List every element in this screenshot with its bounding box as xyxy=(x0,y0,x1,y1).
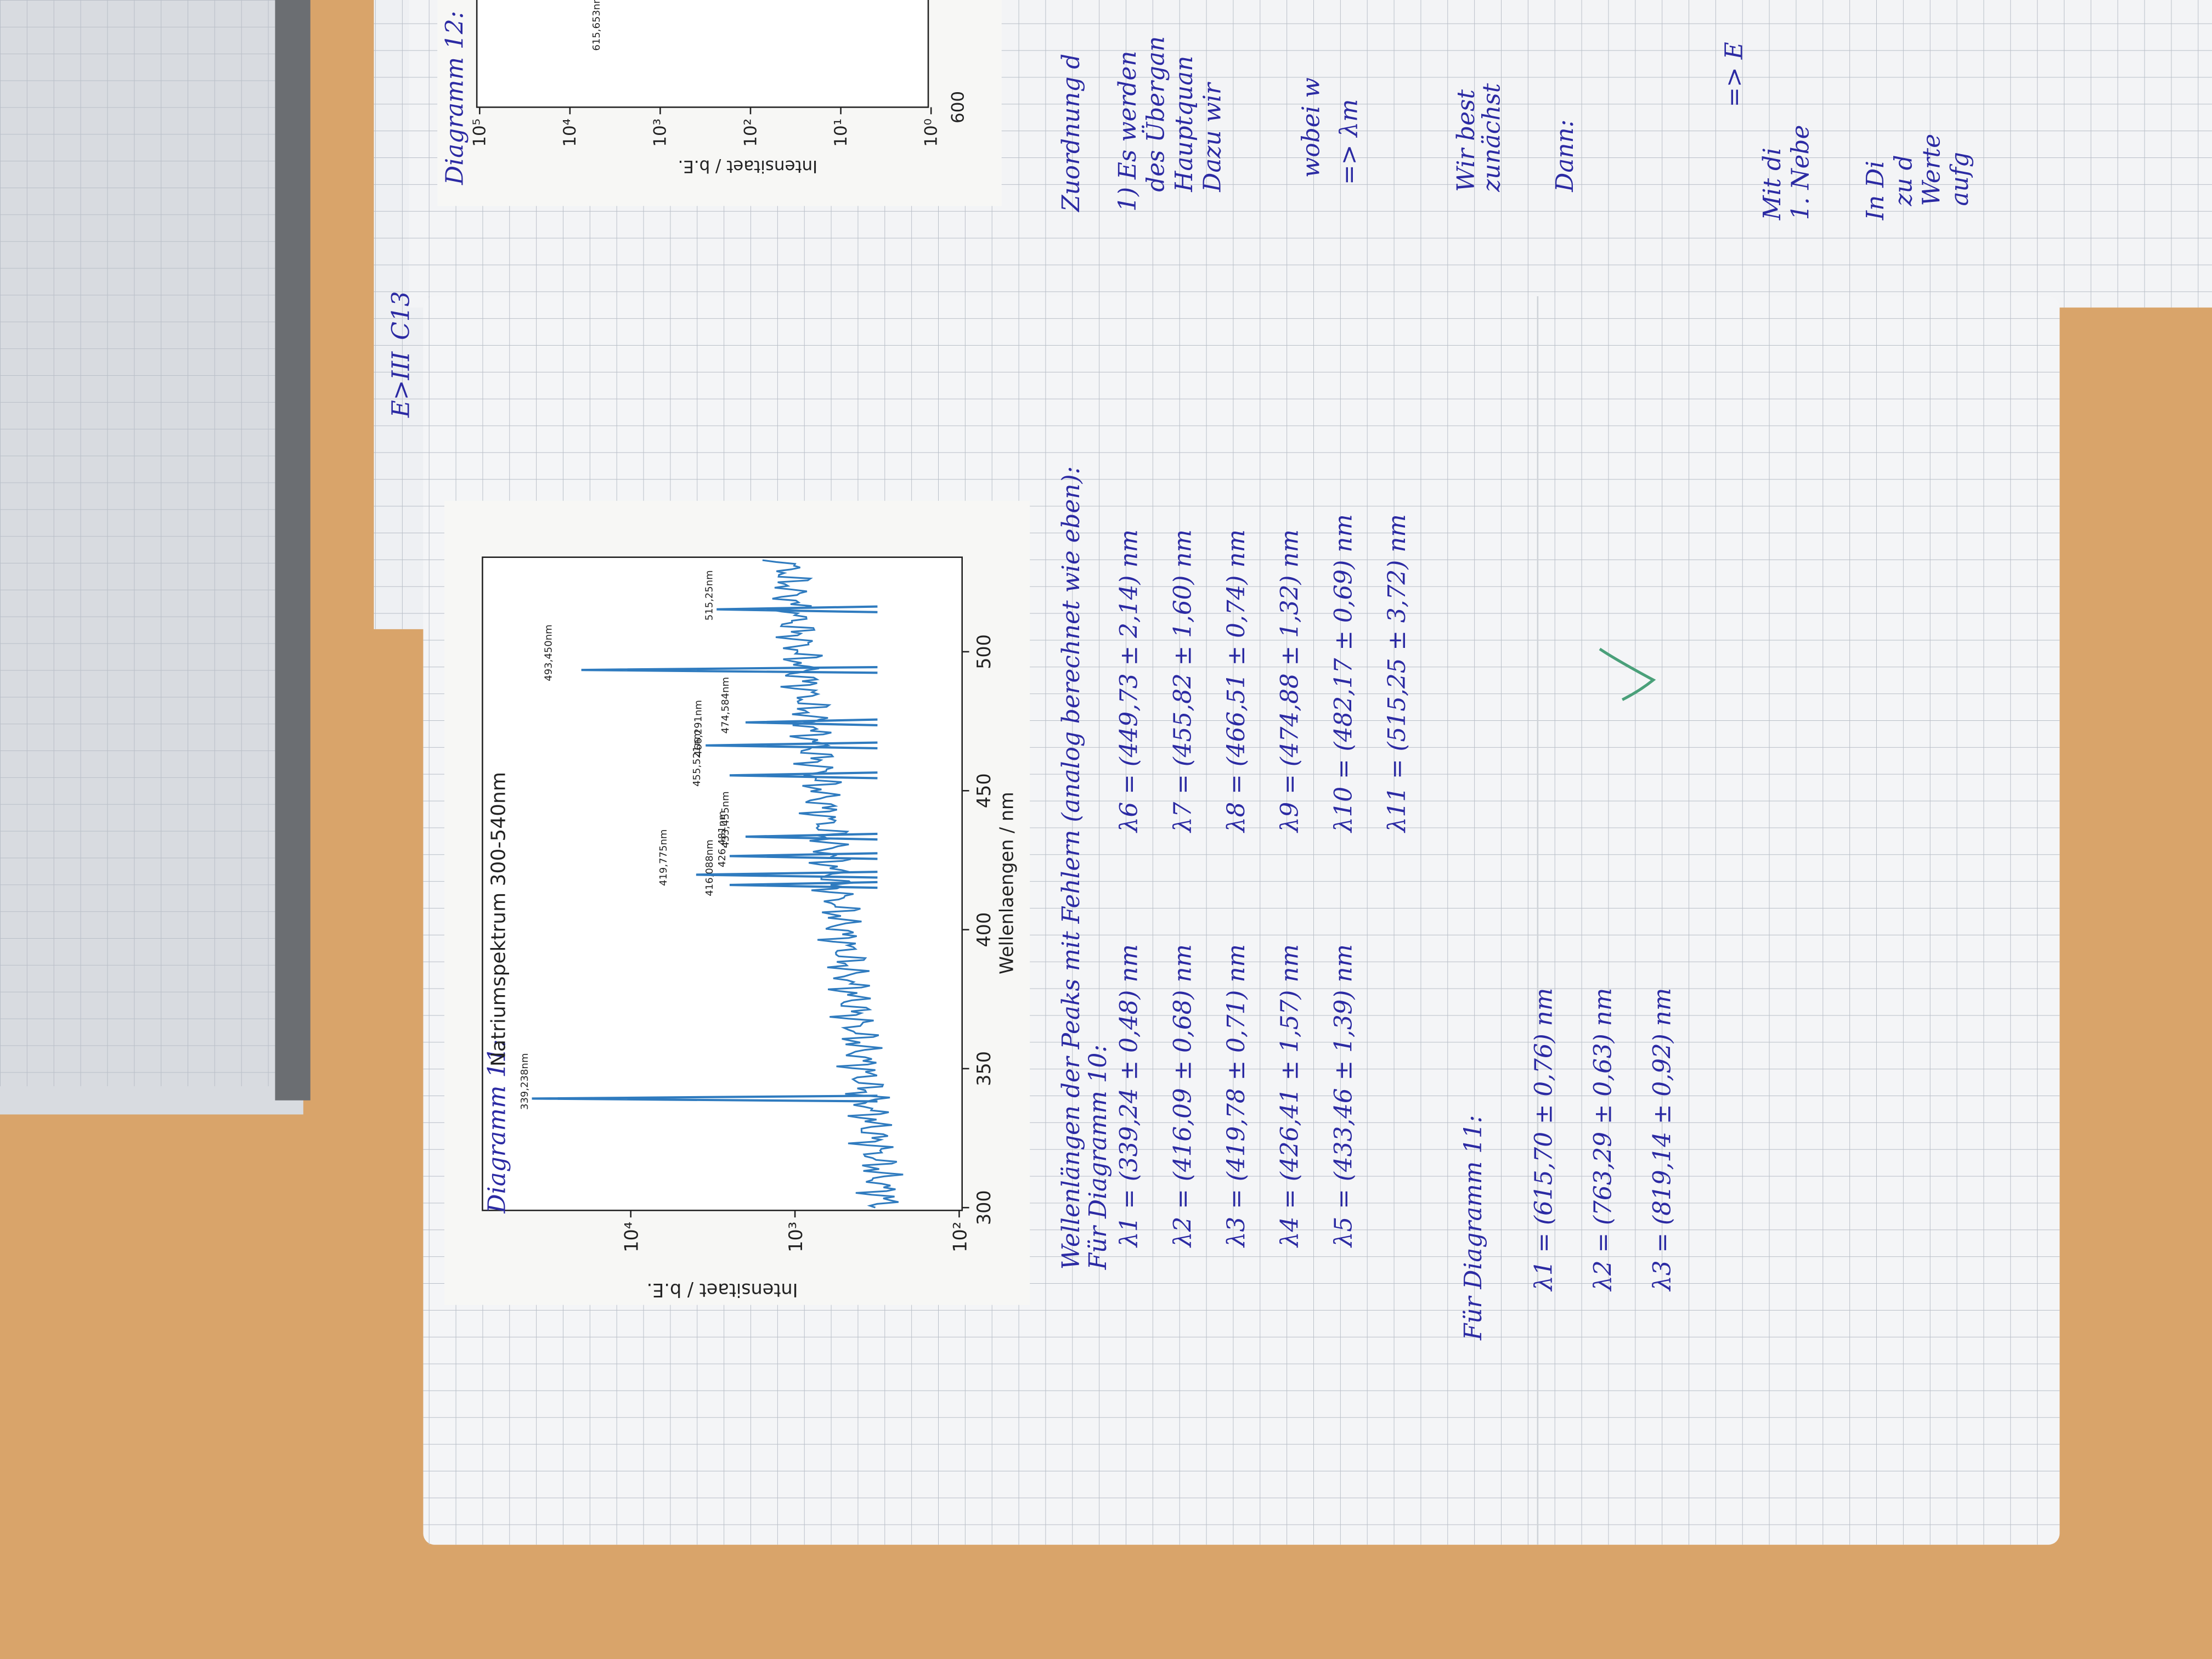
y-tick-label-12: 10² xyxy=(741,119,760,147)
peak-label-12: 615,653nm xyxy=(591,0,602,51)
wavelength-result: λ2 = (416,09 ± 0,68) nm xyxy=(1169,944,1197,1248)
right-page-note: In Di xyxy=(1861,161,1889,221)
peak-label: 433,455nm xyxy=(720,791,731,848)
y-tick-label-12: 10⁰ xyxy=(921,119,941,147)
peak-label: 339,238nm xyxy=(519,1053,531,1110)
y-axis-label: Intensitaet / b.E. xyxy=(647,1279,798,1301)
wavelength-result: λ1 = (615,70 ± 0,76) nm xyxy=(1530,988,1558,1292)
y-axis-label-12: Intensitaet / b.E. xyxy=(678,156,818,176)
peak xyxy=(745,832,878,841)
wavelength-result: λ1 = (339,24 ± 0,48) nm xyxy=(1115,944,1143,1248)
y-tick-label-12: 10⁵ xyxy=(470,119,490,147)
chart-label-12: Diagramm 12: xyxy=(441,11,469,185)
chart-label: Diagramm 11: xyxy=(483,1039,511,1214)
right-page-note: Mit di xyxy=(1758,148,1786,221)
notes-heading: Wellenlängen der Peaks mit Fehlern (anal… xyxy=(1057,466,1085,1270)
margin-note: E>III xyxy=(387,351,415,418)
right-page-note: 1. Nebe xyxy=(1787,125,1815,221)
peak xyxy=(706,741,878,749)
other-notebook-grid xyxy=(0,0,275,1086)
right-page-note: Zuordnung d xyxy=(1057,54,1085,213)
wavelength-result: λ6 = (449,73 ± 2,14) nm xyxy=(1115,529,1143,833)
wavelength-result: λ8 = (466,51 ± 0,74) nm xyxy=(1222,529,1250,833)
y-tick-label-12: 10³ xyxy=(651,119,670,147)
plot-area-12 xyxy=(476,0,929,108)
y-tick-label-12: 10⁴ xyxy=(560,119,580,147)
notes-subheading: Für Diagramm 10: xyxy=(1084,1045,1112,1270)
wavelength-result: λ3 = (819,14 ± 0,92) nm xyxy=(1649,988,1677,1292)
x-tick-label: 450 xyxy=(973,773,995,808)
peak xyxy=(532,1094,878,1103)
peak-label: 493,450nm xyxy=(543,624,555,681)
peak xyxy=(745,718,878,726)
y-tick-label: 10⁴ xyxy=(621,1222,642,1252)
wavelength-result: λ7 = (455,82 ± 1,60) nm xyxy=(1169,529,1197,833)
wavelength-result: λ11 = (515,25 ± 3,72) nm xyxy=(1383,514,1411,833)
peak xyxy=(696,871,878,879)
wavelength-result: λ9 = (474,88 ± 1,32) nm xyxy=(1276,529,1304,833)
peak xyxy=(729,852,878,860)
x-tick-label: 500 xyxy=(973,634,995,669)
peak xyxy=(581,665,878,674)
right-page-note: 1) Es werden xyxy=(1114,51,1142,212)
right-page-note: Dazu wir xyxy=(1198,81,1226,193)
right-page-note: des Übergan xyxy=(1142,36,1170,192)
peak-label: 419,775nm xyxy=(658,830,669,886)
wavelength-result: λ3 = (419,78 ± 0,71) nm xyxy=(1222,944,1250,1248)
x-tick-label: 400 xyxy=(973,912,995,947)
chart-title: Natriumspektrum 300-540nm xyxy=(488,772,510,1066)
wavelength-result: λ2 = (763,29 ± 0,63) nm xyxy=(1589,988,1617,1292)
checkmark xyxy=(1599,647,1656,701)
x-tick-label: 300 xyxy=(973,1190,995,1225)
x-tick-label-12: 600 xyxy=(948,91,968,123)
right-page-note: wobei w xyxy=(1297,77,1325,178)
right-page-note: => λm xyxy=(1335,99,1363,185)
peak-label: 474,584nm xyxy=(720,677,731,733)
notebook-edge xyxy=(275,0,311,1101)
right-page-note: zu d xyxy=(1889,155,1917,206)
right-page-note: Wir best xyxy=(1452,89,1480,192)
peak-label: 466,291nm xyxy=(693,700,704,757)
peak-label: 426,481nm xyxy=(716,811,728,867)
x-tick-label: 350 xyxy=(973,1051,995,1086)
wavelength-result: λ4 = (426,41 ± 1,57) nm xyxy=(1276,944,1304,1248)
peak xyxy=(729,771,878,780)
right-page-note: Werte xyxy=(1918,134,1946,206)
right-page-note: Dann: xyxy=(1551,120,1579,193)
x-axis-label: Wellenlaengen / nm xyxy=(996,792,1017,974)
margin-note: C13 xyxy=(387,291,415,340)
right-page-note: => E xyxy=(1720,42,1748,107)
right-page-note: zunächst xyxy=(1477,83,1505,192)
peak xyxy=(729,881,878,889)
right-page-note: aufg xyxy=(1946,152,1974,206)
peak xyxy=(716,605,878,613)
wavelength-result: λ10 = (482,17 ± 0,69) nm xyxy=(1329,514,1357,833)
right-page-note: Hauptquan xyxy=(1170,56,1198,193)
wavelength-result: λ5 = (433,46 ± 1,39) nm xyxy=(1329,944,1357,1248)
y-tick-label: 10³ xyxy=(785,1222,806,1252)
peak-label: 416,088nm xyxy=(704,839,715,896)
peak-label: 515,25nm xyxy=(704,570,715,620)
peak-label: 455,521nm xyxy=(691,730,703,786)
notebook: Diagramm 11: Natriumspektrum 300-540nm W… xyxy=(374,0,2212,1545)
notes-subheading: Für Diagramm 11: xyxy=(1459,1115,1487,1340)
y-tick-label: 10² xyxy=(949,1222,970,1252)
y-tick-label-12: 10¹ xyxy=(831,119,851,147)
